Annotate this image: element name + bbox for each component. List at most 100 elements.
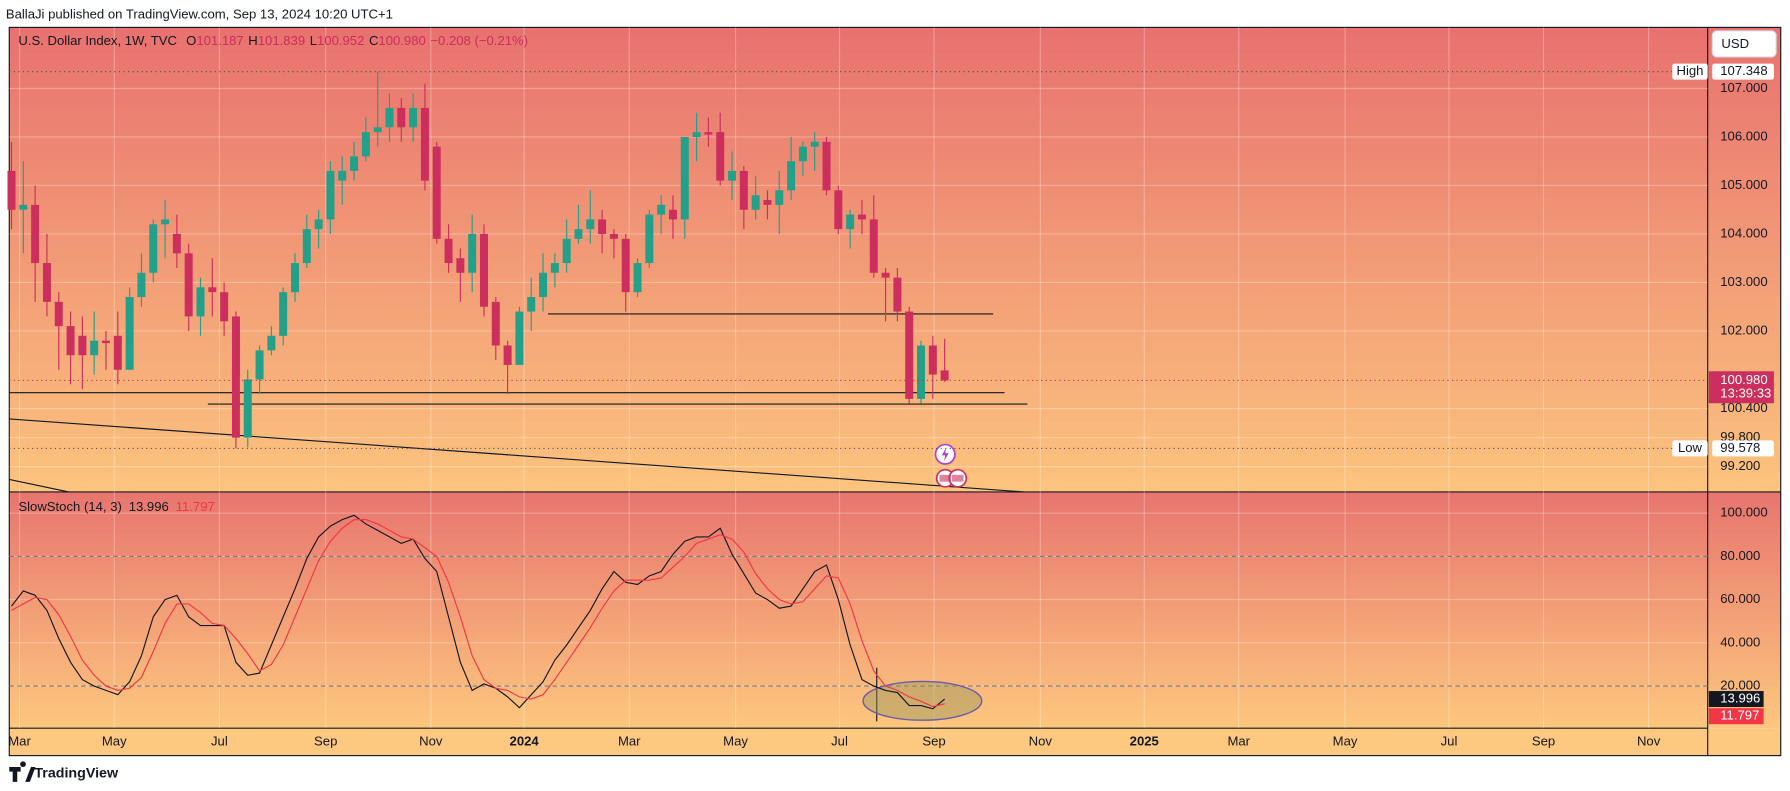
candle-body	[775, 190, 784, 205]
legend-value: 101.187	[196, 34, 243, 49]
candle-body	[550, 263, 559, 273]
price-pane	[9, 27, 1781, 492]
candle-body	[7, 170, 16, 210]
legend-prefix: L	[310, 34, 317, 49]
grid	[9, 27, 1708, 729]
x-tick-label: Mar	[1227, 733, 1250, 748]
candle-body	[373, 127, 382, 133]
candle-body	[243, 379, 252, 438]
candle-body	[857, 214, 866, 220]
frame	[8, 26, 1782, 757]
candle-body	[491, 301, 500, 346]
candle-body	[692, 132, 701, 137]
x-tick-label: 2024	[510, 733, 540, 748]
price-label: 100.980	[1720, 372, 1767, 387]
candle-body	[574, 229, 583, 239]
x-tick-label: Jul	[211, 733, 228, 748]
y-tick-label: 100.000	[1720, 505, 1767, 520]
candle-body	[231, 316, 240, 438]
x-tick-label: Mar	[618, 733, 641, 748]
extreme-label: Low	[1678, 440, 1703, 455]
legend-prefix: C	[369, 34, 378, 49]
candle-body	[834, 190, 843, 230]
candle-body	[66, 326, 75, 356]
value-label: 11.797	[1720, 708, 1759, 723]
legend-change: −0.208 (−0.21%)	[430, 34, 528, 49]
x-tick-label: Sep	[1532, 733, 1555, 748]
candle-body	[31, 204, 40, 264]
candle-body	[704, 132, 713, 135]
candle-body	[279, 292, 288, 336]
candle-body	[609, 233, 618, 239]
x-tick-label: 2025	[1130, 733, 1159, 748]
candle-body	[869, 219, 878, 273]
candle-body	[208, 287, 217, 293]
legend-value: 100.952	[317, 34, 364, 49]
flag	[952, 474, 964, 482]
time-axis	[9, 728, 1781, 756]
legend-value: 100.980	[378, 34, 425, 49]
y-tick-label: 105.000	[1720, 177, 1767, 192]
candle-body	[940, 370, 949, 381]
candle-body	[432, 146, 441, 239]
y-tick-label: 99.200	[1720, 458, 1760, 473]
trend-line	[9, 478, 69, 493]
y-tick-label: 40.000	[1720, 634, 1760, 649]
candle-body	[90, 340, 99, 356]
y-tick-label: 103.000	[1720, 274, 1767, 289]
candle-body	[562, 238, 571, 264]
legend-title: SlowStoch (14, 3)	[18, 499, 121, 514]
y-tick-label: 107.000	[1720, 80, 1767, 95]
x-tick-label: Nov	[1029, 733, 1053, 748]
trend-line	[9, 418, 1025, 493]
x-tick-label: Jul	[1441, 733, 1458, 748]
candle-body	[527, 297, 536, 312]
candle-body	[787, 161, 796, 191]
candle-body	[172, 233, 181, 254]
candle-body	[125, 297, 134, 370]
candle-body	[290, 263, 299, 293]
price-label-box	[1708, 371, 1774, 404]
stoch-pane	[9, 491, 1781, 729]
y-tick-label: 104.000	[1720, 225, 1767, 240]
candle-body	[846, 214, 855, 230]
candle-body	[822, 141, 831, 191]
candle-body	[444, 238, 453, 264]
stoch-line	[11, 514, 946, 710]
value-box	[1708, 691, 1764, 708]
candle-body	[928, 345, 937, 375]
candle-body	[539, 272, 548, 298]
candle-body	[149, 224, 158, 273]
candle-body	[668, 209, 677, 220]
extreme-value-box	[1712, 440, 1774, 457]
candle-body	[598, 219, 607, 234]
extreme-label: High	[1677, 63, 1704, 78]
currency[interactable]: USD	[1721, 36, 1749, 51]
currency-button[interactable]	[1711, 30, 1777, 58]
candle-body	[385, 107, 394, 128]
candle-body	[397, 107, 406, 128]
candle-body	[137, 272, 146, 298]
brand-logo	[9, 761, 36, 782]
candle-body	[716, 132, 725, 181]
legend-value: 11.797	[176, 499, 215, 514]
x-tick-label: May	[1333, 733, 1358, 748]
brand: TradingView	[34, 766, 119, 782]
candle-body	[409, 107, 418, 128]
event-icons[interactable]	[934, 443, 968, 488]
candle-body	[161, 219, 170, 225]
candle-body	[479, 233, 488, 307]
extreme-value: 99.578	[1720, 440, 1760, 455]
candle-body	[361, 132, 370, 157]
y-tick-label: 102.000	[1720, 322, 1767, 337]
candle-body	[728, 170, 737, 181]
x-tick-label: Nov	[1637, 733, 1661, 748]
candle-body	[314, 219, 323, 230]
candle-body	[220, 292, 229, 322]
top-bar	[0, 0, 1790, 28]
x-tick-label: Nov	[419, 733, 443, 748]
extreme-tag	[1672, 440, 1708, 457]
legend: U.S. Dollar Index, 1W, TVC O101.187 H101.8…	[18, 34, 528, 49]
legend: SlowStoch (14, 3) 13.996 11.797	[18, 499, 214, 514]
y-tick-label: 100.400	[1720, 400, 1767, 415]
